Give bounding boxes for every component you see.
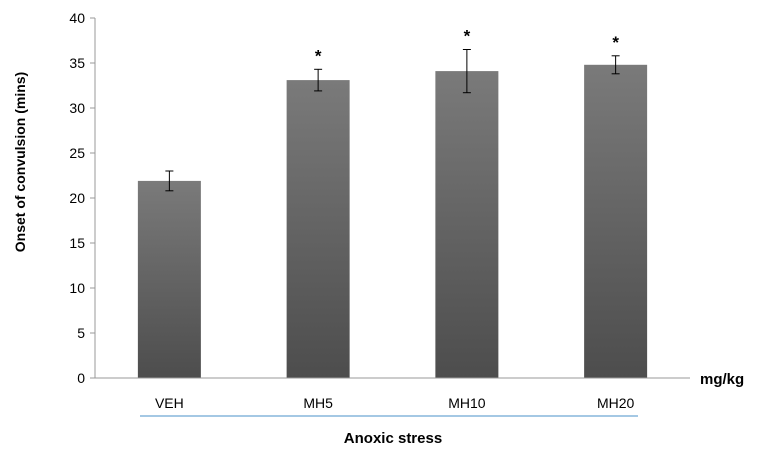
y-tick-label: 5 <box>77 325 85 341</box>
x-category-label: VEH <box>155 395 184 411</box>
significance-star: * <box>612 33 619 52</box>
significance-star: * <box>464 27 471 46</box>
y-tick-label: 25 <box>69 145 85 161</box>
y-tick-label: 30 <box>69 100 85 116</box>
y-tick-label: 20 <box>69 190 85 206</box>
y-tick-label: 40 <box>69 10 85 26</box>
x-category-label: MH5 <box>303 395 333 411</box>
error-bars <box>165 49 620 192</box>
x-axis-label: Anoxic stress <box>344 430 442 447</box>
y-tick-label: 15 <box>69 235 85 251</box>
y-tick-label: 0 <box>77 370 85 386</box>
bar-mh10 <box>435 71 499 378</box>
x-category-label: MH10 <box>448 395 486 411</box>
y-tick-label: 10 <box>69 280 85 296</box>
x-category-label: MH20 <box>597 395 635 411</box>
bars <box>137 64 648 379</box>
bar-veh <box>137 180 201 378</box>
x-axis-categories: VEH MH5 MH10 MH20 <box>155 395 635 411</box>
y-axis: 0 5 10 15 20 25 30 35 40 <box>69 10 96 386</box>
y-axis-label: Onset of convulsion (mins) <box>12 72 28 252</box>
unit-label: mg/kg <box>700 371 744 388</box>
significance-star: * <box>315 46 322 65</box>
bar-mh5 <box>286 80 350 378</box>
bar-mh20 <box>584 64 648 379</box>
significance-markers: * * * <box>315 27 620 66</box>
y-tick-label: 35 <box>69 55 85 71</box>
